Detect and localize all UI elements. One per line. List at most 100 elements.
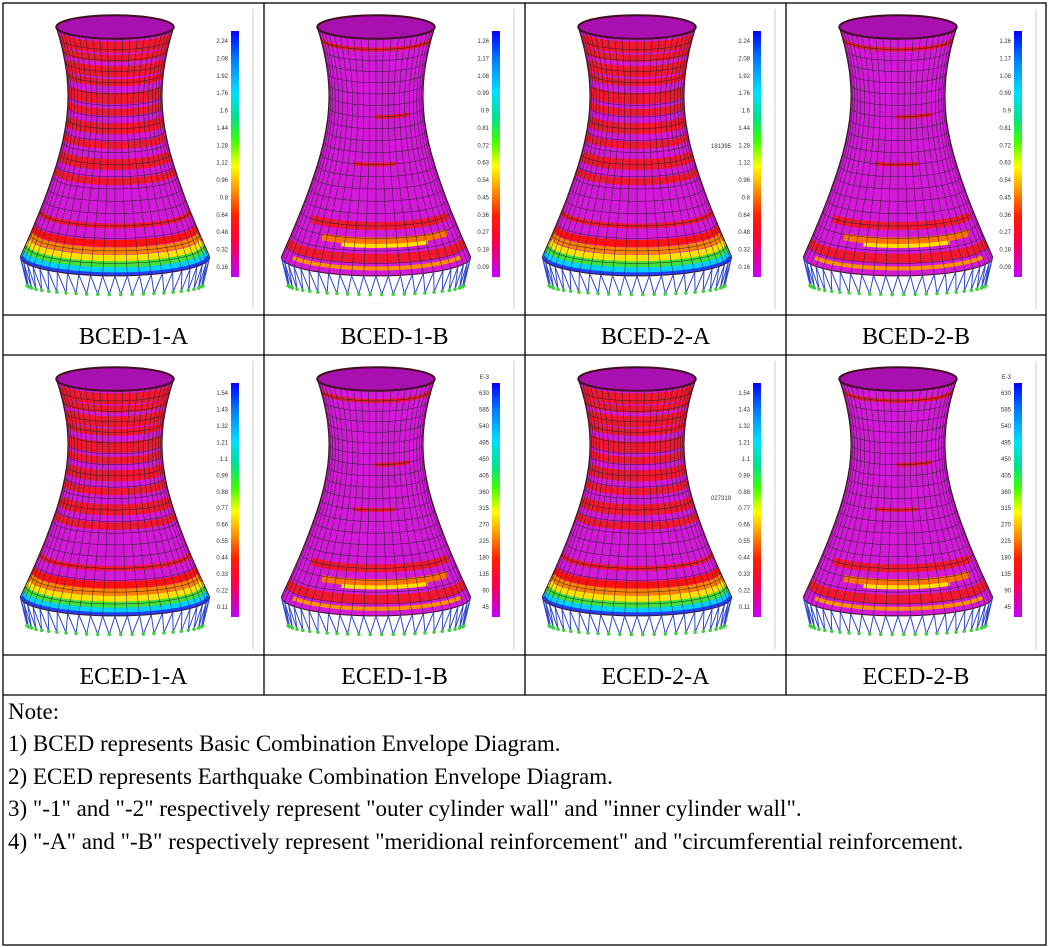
legend-label: 0.9 — [1003, 109, 1012, 115]
support — [886, 616, 898, 635]
support-node — [708, 628, 712, 632]
support — [151, 613, 162, 633]
support — [662, 275, 674, 294]
support-node — [192, 627, 196, 631]
support-node — [629, 293, 633, 297]
support — [309, 610, 318, 632]
legend-label: 630 — [1001, 391, 1012, 397]
support-node — [577, 630, 581, 634]
legend-label: 270 — [479, 523, 490, 529]
support-node — [432, 290, 436, 294]
support-node — [641, 633, 645, 637]
support — [173, 270, 182, 292]
support-node — [295, 287, 299, 291]
legend-label: 0.72 — [477, 143, 489, 149]
support — [103, 616, 115, 635]
legend-label: 0.55 — [738, 539, 750, 545]
support — [873, 275, 885, 294]
support-node — [40, 288, 44, 292]
legend-label: 1.21 — [216, 440, 228, 446]
support — [162, 272, 172, 293]
support-node — [34, 627, 38, 631]
legend-label: 0.16 — [738, 265, 750, 271]
support-node — [162, 291, 166, 295]
tower-plot — [542, 367, 731, 636]
legend-label: 0.64 — [216, 213, 228, 219]
support-node — [325, 291, 329, 295]
legend-label: 0.81 — [477, 126, 489, 132]
support-node — [945, 631, 949, 635]
support — [340, 275, 352, 294]
support — [956, 270, 965, 292]
support-node — [380, 633, 384, 637]
legend-label: 1.26 — [477, 39, 489, 45]
legend-label: 1.6 — [742, 109, 751, 115]
support-node — [96, 632, 100, 636]
support — [886, 276, 898, 295]
support-node — [980, 626, 984, 630]
support-node — [25, 624, 29, 628]
legend-label: 1.12 — [216, 161, 228, 167]
legend-label: 1.08 — [999, 74, 1011, 80]
support — [364, 276, 376, 295]
support-node — [368, 633, 372, 637]
support-node — [817, 627, 821, 631]
support — [376, 616, 388, 635]
legend-label: 0.09 — [999, 265, 1011, 271]
tower-plot — [803, 367, 992, 636]
legend-label: 360 — [1001, 490, 1012, 496]
support — [695, 270, 704, 292]
support-node — [596, 632, 600, 636]
support-node — [357, 292, 361, 296]
support-node — [186, 628, 190, 632]
legend-label: 0.36 — [477, 213, 489, 219]
support-node — [316, 630, 320, 634]
support — [90, 275, 102, 294]
support-node — [74, 632, 78, 636]
legend-label: 1.26 — [999, 39, 1011, 45]
support — [401, 275, 413, 294]
support-node — [879, 292, 883, 296]
support — [910, 275, 922, 294]
support — [934, 613, 945, 633]
support-node — [868, 292, 872, 296]
support — [329, 273, 340, 293]
support-node — [346, 292, 350, 296]
support-node — [171, 290, 175, 294]
tower-plot — [20, 367, 209, 636]
support-node — [701, 629, 705, 633]
annotation: 027319 — [711, 496, 732, 502]
note-item: 3) "-1" and "-2" respectively represent … — [8, 793, 1038, 825]
legend-label: 0.18 — [999, 248, 1011, 254]
support — [388, 275, 400, 294]
legend-label: 0.72 — [999, 143, 1011, 149]
support-node — [847, 631, 851, 635]
support — [862, 275, 874, 294]
legend-unit: E-3 — [1002, 375, 1012, 381]
support-node — [652, 632, 656, 636]
legend-label: 0.11 — [217, 605, 229, 611]
legend-label: 1.32 — [216, 424, 228, 430]
support — [140, 275, 152, 294]
support — [401, 615, 413, 634]
support-node — [119, 293, 123, 297]
legend-label: 0.66 — [216, 523, 228, 529]
support-node — [562, 628, 566, 632]
support-node — [142, 632, 146, 636]
support — [625, 276, 637, 295]
support-node — [701, 289, 705, 293]
support — [637, 616, 649, 635]
legend-label: 180 — [1001, 556, 1012, 562]
support-node — [664, 292, 668, 296]
support — [570, 610, 579, 632]
legend-label: 0.77 — [738, 506, 750, 512]
support-node — [962, 629, 966, 633]
support-node — [838, 290, 842, 294]
legend-label: 0.88 — [738, 490, 750, 496]
legend-label: 495 — [479, 440, 490, 446]
caption: ECED-2-B — [863, 664, 970, 690]
support — [434, 610, 443, 632]
support-node — [316, 290, 320, 294]
support — [662, 615, 674, 634]
support-node — [714, 627, 718, 631]
